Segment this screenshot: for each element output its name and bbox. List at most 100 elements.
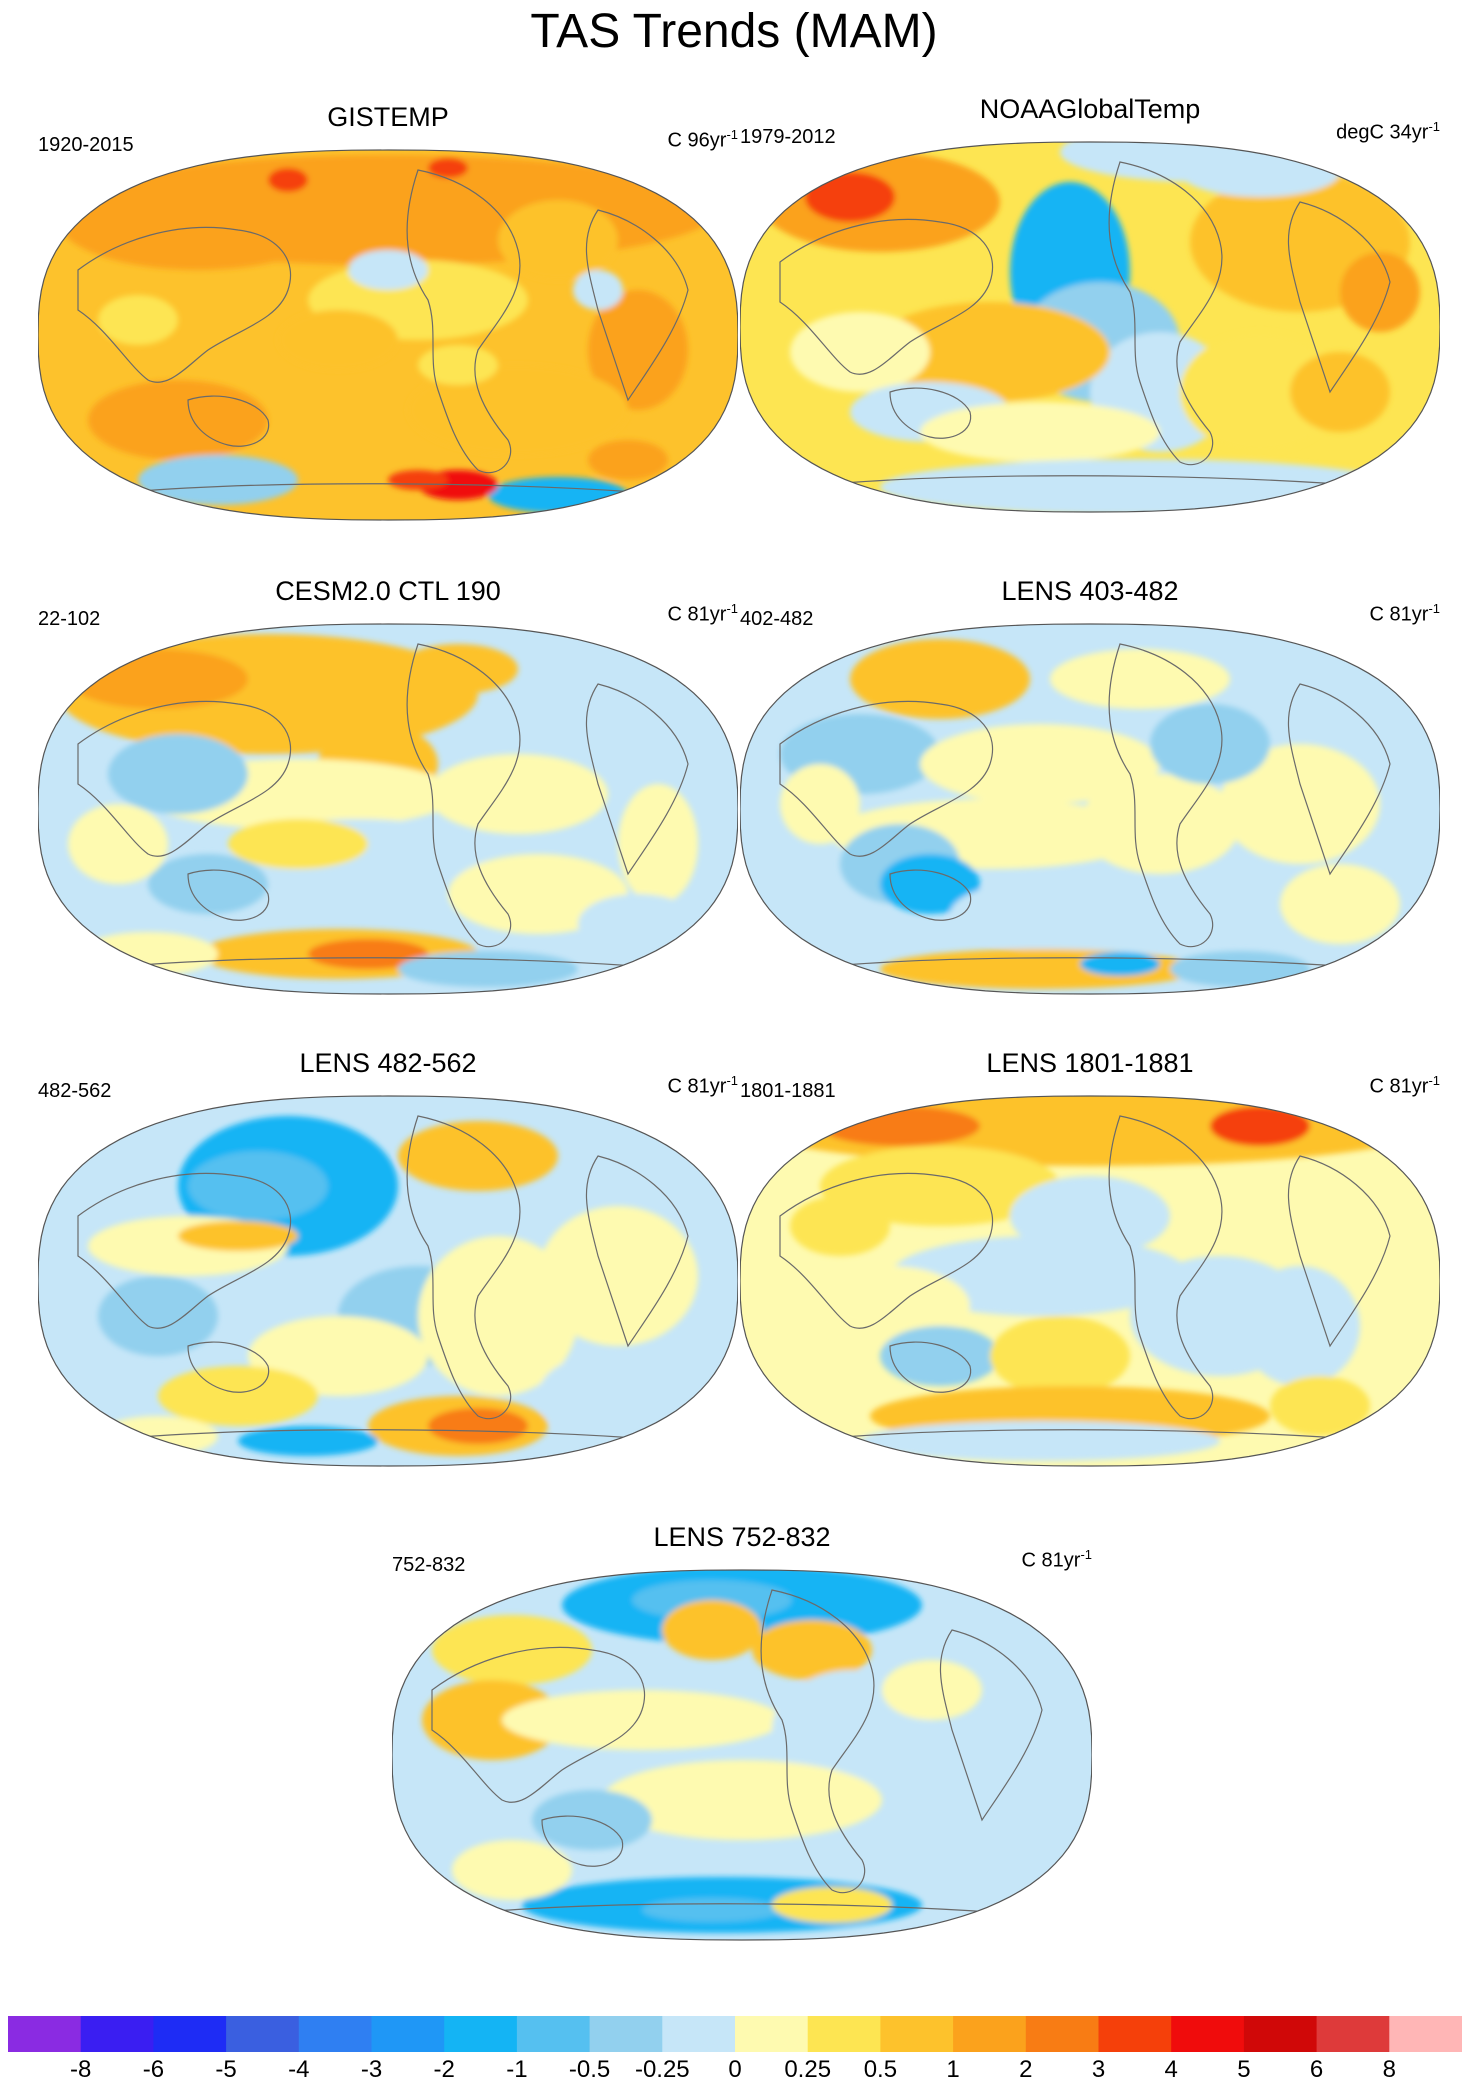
trend-region (1210, 1106, 1310, 1146)
colorbar-swatch (1316, 2016, 1390, 2052)
colorbar-tick-label: -8 (70, 2056, 92, 2083)
coastline (77, 226, 292, 383)
trend-region (820, 1146, 1060, 1226)
coastline (799, 1429, 1381, 1442)
coastline (799, 475, 1381, 488)
trend-region (882, 1660, 982, 1720)
coastline (889, 869, 972, 921)
trend-region (662, 1600, 762, 1660)
trend-region (188, 1151, 328, 1221)
colorbar-tick-label: -0.5 (568, 2056, 611, 2083)
panel-units: C 81yr-1 (1369, 601, 1440, 626)
colorbar-tick-label: 3 (1091, 2056, 1106, 2083)
colorbar-swatch (1389, 2016, 1462, 2052)
coastline (77, 1172, 292, 1329)
trend-region (498, 200, 618, 280)
coastline (1287, 201, 1391, 394)
colorbar-tick-label: 2 (1019, 2056, 1033, 2083)
panel-period: 402-482 (740, 608, 814, 630)
colorbar (8, 2016, 1462, 2052)
coastline (451, 1903, 1033, 1916)
trend-region (1170, 951, 1310, 987)
colorbar-swatch (226, 2016, 300, 2052)
colorbar-tick-label: -1 (506, 2056, 528, 2083)
trend-region (452, 1840, 572, 1900)
trend-region (902, 1730, 1022, 1850)
trend-region (860, 1421, 1220, 1461)
trend-region (1050, 649, 1230, 709)
colorbar-swatch (807, 2016, 881, 2052)
panel-period: 1801-1881 (740, 1080, 836, 1102)
trend-region (58, 170, 338, 270)
coastline (889, 1341, 972, 1393)
map-panel-lens-403-482: LENS 403-482 402-482 C 81yr-1 (740, 574, 1440, 1044)
panel-period: 752-832 (392, 1554, 466, 1576)
coastline (939, 1629, 1043, 1822)
coastline (779, 1172, 994, 1329)
map-svg (740, 1095, 1440, 1467)
panel-title: LENS 403-482 (1001, 576, 1179, 606)
colorbar-swatch (953, 2016, 1027, 2052)
colorbar-swatch (153, 2016, 227, 2052)
map-svg (38, 623, 738, 995)
coastline (406, 1115, 521, 1420)
trend-region (1010, 1176, 1170, 1256)
trend-region (428, 754, 608, 834)
trend-region (588, 290, 688, 410)
panel-period: 1920-2015 (38, 134, 134, 156)
trend-region (538, 1206, 698, 1346)
colorbar-swatch (80, 2016, 154, 2052)
coastline (1108, 1115, 1223, 1420)
trend-region (1150, 704, 1270, 784)
trend-region (158, 1366, 318, 1426)
colorbar-swatch (8, 2016, 82, 2052)
colorbar-tick-label: -0.25 (634, 2056, 690, 2083)
coastline (799, 957, 1381, 970)
colorbar-swatch (1243, 2016, 1318, 2052)
trend-region (1080, 952, 1160, 976)
colorbar-swatch (1025, 2016, 1099, 2052)
colorbar-tick-label: -6 (142, 2056, 165, 2083)
coastline (77, 700, 292, 857)
trend-region (805, 172, 895, 222)
coastline (97, 1429, 679, 1442)
trend-region (1080, 774, 1240, 874)
coastline (97, 483, 679, 496)
trend-region (752, 1620, 872, 1680)
panel-title: NOAAGlobalTemp (979, 94, 1201, 124)
trend-region (1340, 252, 1420, 332)
trend-region (428, 1408, 528, 1444)
colorbar-tick-label: -2 (433, 2056, 455, 2083)
colorbar-tick-label: 0 (728, 2056, 742, 2083)
trend-region (68, 649, 248, 709)
colorbar-tick-label: 8 (1382, 2056, 1396, 2083)
map-border (740, 623, 1440, 995)
coastline (779, 218, 994, 375)
trend-region (850, 639, 1030, 719)
map-border (740, 1095, 1440, 1467)
colorbar-tick-label: 0.5 (863, 2056, 898, 2083)
trend-region (268, 168, 308, 192)
trend-region (1220, 744, 1380, 864)
coastline (187, 869, 270, 921)
trend-region (388, 470, 448, 490)
colorbar-swatch (880, 2016, 954, 2052)
trend-region (398, 644, 518, 694)
colorbar-tick-label: 4 (1164, 2056, 1178, 2083)
coastline (760, 1589, 875, 1894)
coastline (187, 1341, 270, 1393)
trend-region (278, 310, 398, 370)
trend-region (398, 1121, 558, 1191)
figure-title: TAS Trends (MAM) (530, 5, 938, 58)
coastline (585, 683, 689, 876)
trend-region (432, 1615, 592, 1685)
trend-region (418, 345, 498, 385)
trend-region (428, 158, 468, 178)
panel-title: LENS 1801-1881 (986, 1048, 1194, 1078)
colorbar-swatch (298, 2016, 372, 2052)
colorbar-swatch (444, 2016, 518, 2052)
colorbar-tick-label: 5 (1237, 2056, 1251, 2083)
panel-units: C 81yr-1 (1369, 1073, 1440, 1098)
map-panel-noaaglobaltemp: NOAAGlobalTemp 1979-2012 degC 34yr-1 (740, 92, 1440, 562)
panel-title: LENS 752-832 (653, 1522, 831, 1552)
